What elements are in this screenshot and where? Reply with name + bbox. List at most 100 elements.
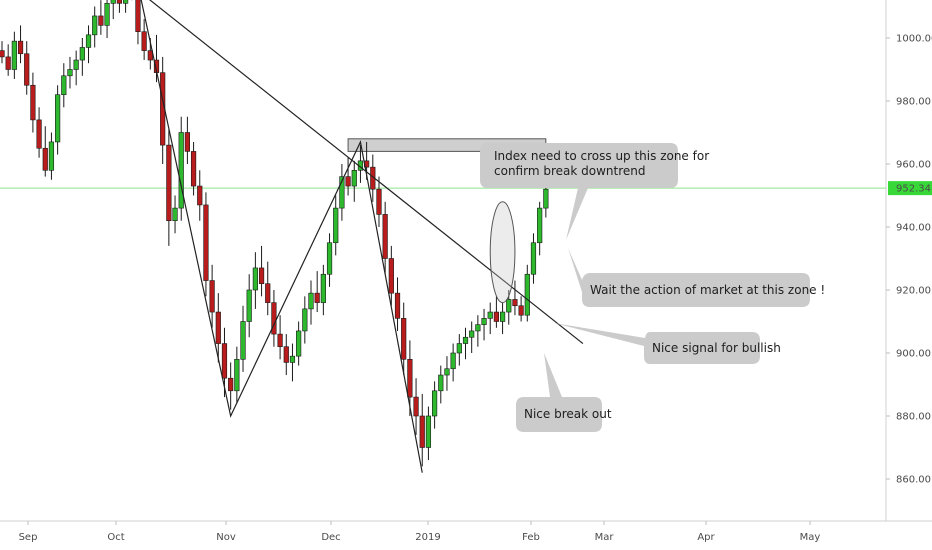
breakout-highlight-ellipse[interactable] xyxy=(489,201,516,304)
candle[interactable] xyxy=(296,321,302,366)
candle-body-down xyxy=(17,40,24,55)
candle-body-down xyxy=(419,415,425,448)
candle[interactable] xyxy=(339,164,345,221)
candle[interactable] xyxy=(234,346,240,404)
candle[interactable] xyxy=(277,315,283,360)
candle-body-up xyxy=(79,47,85,61)
candle[interactable] xyxy=(431,381,438,429)
candle[interactable] xyxy=(419,393,425,467)
candle[interactable] xyxy=(512,280,518,316)
callout-wait-action[interactable]: Wait the action of market at this zone ! xyxy=(568,248,825,307)
candle[interactable] xyxy=(462,327,469,360)
candle[interactable] xyxy=(524,264,530,322)
candle[interactable] xyxy=(537,201,543,256)
candle[interactable] xyxy=(11,31,17,79)
candle[interactable] xyxy=(382,201,388,275)
candle[interactable] xyxy=(487,302,493,335)
candle[interactable] xyxy=(110,0,116,20)
candle[interactable] xyxy=(246,274,252,338)
candle[interactable] xyxy=(135,0,141,45)
candle[interactable] xyxy=(283,334,289,376)
candle-body-down xyxy=(141,31,147,51)
candle[interactable] xyxy=(24,41,30,95)
candle[interactable] xyxy=(271,290,277,347)
downtrend-line[interactable] xyxy=(39,0,584,345)
candle-body-down xyxy=(265,283,271,303)
candle[interactable] xyxy=(493,296,500,328)
candle[interactable] xyxy=(320,264,326,316)
callout-cross-up[interactable]: Index need to cross up this zone for con… xyxy=(480,143,709,240)
candle[interactable] xyxy=(314,271,320,313)
candle[interactable] xyxy=(141,19,147,61)
candle[interactable] xyxy=(190,141,197,196)
candle[interactable] xyxy=(401,302,407,376)
candle[interactable] xyxy=(289,343,296,382)
candle[interactable] xyxy=(326,233,333,287)
candle[interactable] xyxy=(160,56,166,164)
candle[interactable] xyxy=(48,132,55,180)
candle-body-up xyxy=(462,336,469,344)
candle[interactable] xyxy=(456,334,462,366)
candle[interactable] xyxy=(104,0,110,38)
candle[interactable] xyxy=(252,252,258,309)
candle[interactable] xyxy=(17,25,24,64)
candle[interactable] xyxy=(481,308,487,341)
candle[interactable] xyxy=(92,6,98,48)
candle[interactable] xyxy=(308,280,314,325)
candle-body-down xyxy=(518,305,524,316)
candle[interactable] xyxy=(518,296,524,322)
candle[interactable] xyxy=(5,44,11,76)
candle[interactable] xyxy=(30,72,36,133)
candle[interactable] xyxy=(240,305,246,372)
candle[interactable] xyxy=(444,356,450,391)
candle[interactable] xyxy=(345,157,351,196)
candle[interactable] xyxy=(184,116,191,164)
candle[interactable] xyxy=(425,406,432,461)
candle[interactable] xyxy=(172,195,178,234)
candle[interactable] xyxy=(197,170,203,221)
candle[interactable] xyxy=(413,378,419,435)
candle[interactable] xyxy=(79,38,85,76)
candle[interactable] xyxy=(215,293,221,363)
candle[interactable] xyxy=(228,362,234,410)
candle[interactable] xyxy=(376,176,382,227)
candle[interactable] xyxy=(67,56,73,89)
candle[interactable] xyxy=(166,129,172,246)
candle[interactable] xyxy=(55,85,61,155)
candle[interactable] xyxy=(98,0,104,35)
y-tick-label: 940.00 xyxy=(896,223,931,234)
candle[interactable] xyxy=(203,192,209,297)
y-axis-ticks: 860.00 880.00 900.00 920.00 940.00 960.00 980.… xyxy=(886,34,932,486)
candle[interactable] xyxy=(475,315,481,347)
candle[interactable] xyxy=(265,261,271,316)
candle-body-up xyxy=(67,69,73,77)
candle[interactable] xyxy=(116,0,123,13)
candle-body-up xyxy=(444,368,450,376)
candle[interactable] xyxy=(42,126,48,177)
candle[interactable] xyxy=(333,195,339,256)
callout-break-out[interactable]: Nice break out xyxy=(516,353,612,432)
candle[interactable] xyxy=(258,245,265,297)
y-tick-label: 880.00 xyxy=(896,412,931,423)
candle[interactable] xyxy=(85,25,92,64)
candle[interactable] xyxy=(0,41,5,64)
candle[interactable] xyxy=(530,233,537,284)
candle[interactable] xyxy=(438,365,444,404)
candle[interactable] xyxy=(450,343,456,382)
candle[interactable] xyxy=(123,0,129,13)
candle[interactable] xyxy=(388,245,394,306)
zigzag-line[interactable] xyxy=(132,0,423,473)
callout-bullish-signal[interactable]: Nice signal for bullish xyxy=(554,323,781,364)
candle[interactable] xyxy=(61,63,67,108)
candle[interactable] xyxy=(153,34,160,83)
candle[interactable] xyxy=(178,116,184,221)
candle[interactable] xyxy=(469,321,475,354)
candle[interactable] xyxy=(209,264,215,328)
candle[interactable] xyxy=(499,302,506,335)
candle[interactable] xyxy=(351,160,357,202)
candle[interactable] xyxy=(73,50,79,86)
candle[interactable] xyxy=(36,107,42,158)
candle[interactable] xyxy=(394,277,401,331)
candle[interactable] xyxy=(302,296,308,344)
